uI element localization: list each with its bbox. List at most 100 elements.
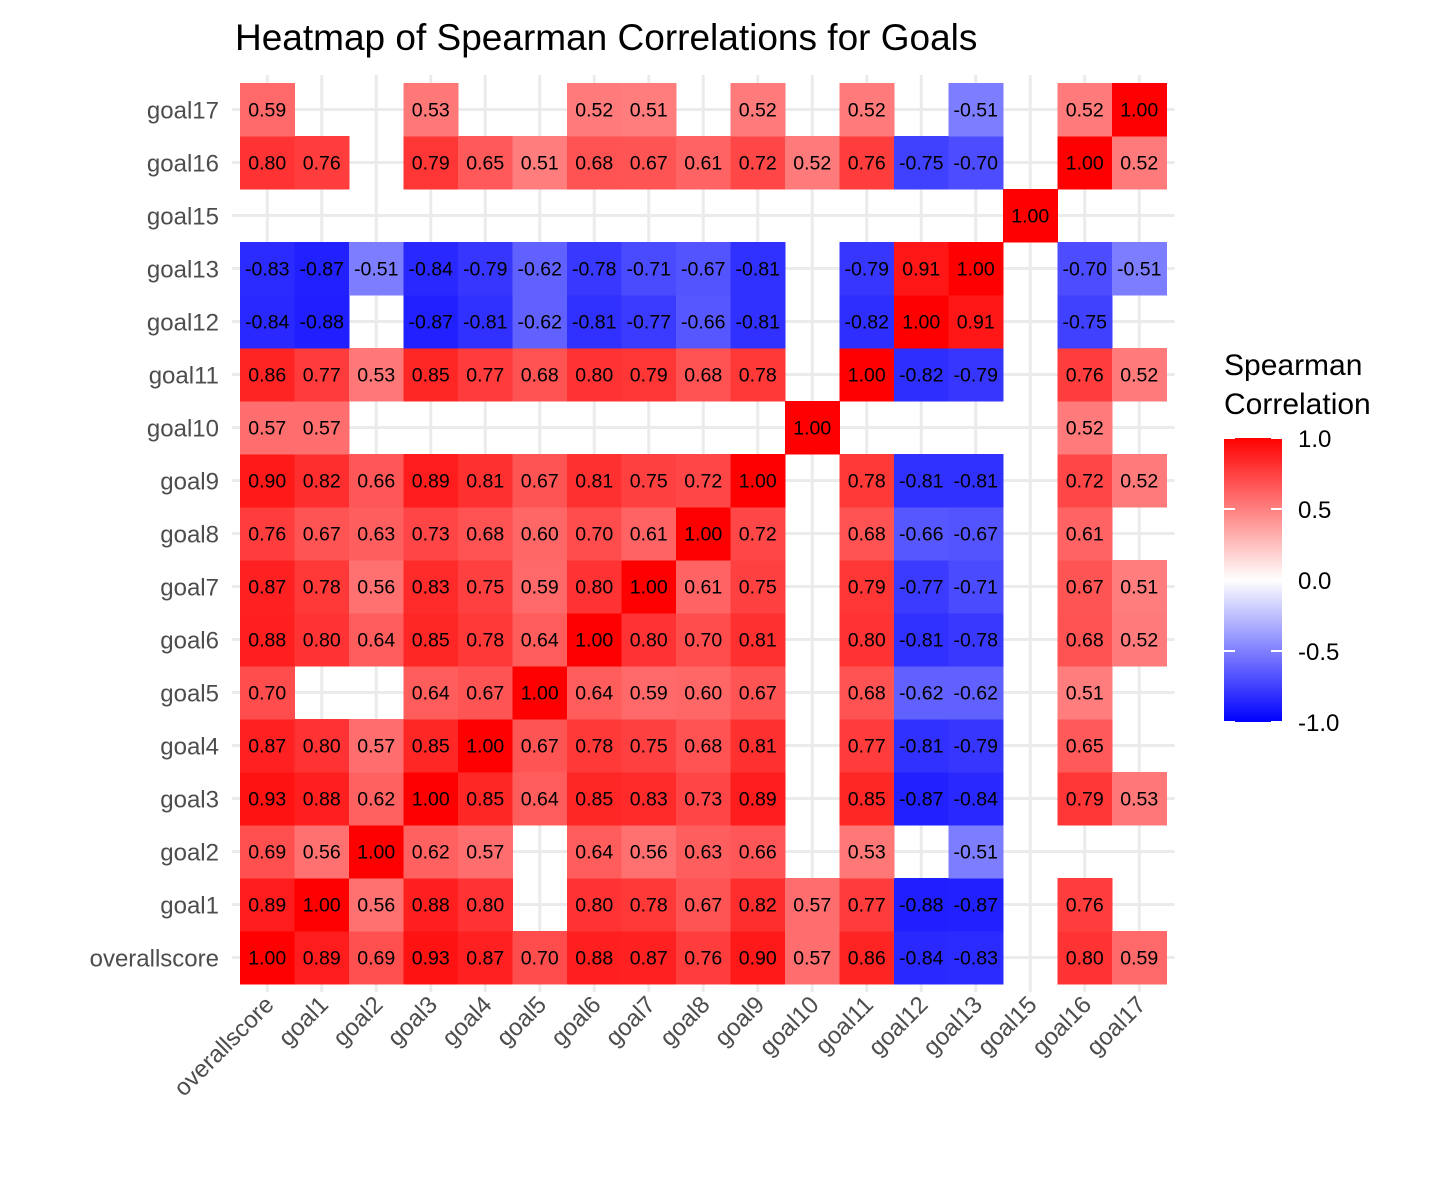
cell-label-goal13-goal13: 1.00 bbox=[957, 259, 995, 281]
cell-label-goal4-goal7: 0.75 bbox=[630, 736, 668, 758]
heatmap-cell-goal4-goal2 bbox=[349, 719, 404, 773]
cell-label-goal6-goal13: -0.78 bbox=[954, 630, 998, 652]
y-tick-label-goal15: goal15 bbox=[147, 204, 219, 231]
heatmap-cell-goal8-goal7 bbox=[621, 507, 677, 561]
heatmap-cell-goal17-goal16 bbox=[1057, 83, 1113, 137]
cell-label-goal3-goal7: 0.83 bbox=[630, 789, 668, 811]
cell-label-goal13-goal7: -0.71 bbox=[627, 259, 671, 281]
cell-label-goal1-goal7: 0.78 bbox=[630, 895, 668, 917]
cell-label-goal1-goal3: 0.88 bbox=[412, 895, 450, 917]
heatmap-cell-goal13-goal13 bbox=[948, 242, 1004, 296]
cell-label-goal2-overallscore: 0.69 bbox=[248, 842, 286, 864]
x-tick-label-goal17: goal17 bbox=[1081, 991, 1151, 1061]
cell-label-goal1-overallscore: 0.89 bbox=[248, 895, 286, 917]
heatmap-cell-goal11-goal16 bbox=[1057, 348, 1113, 402]
heatmap-cell-overallscore-goal11 bbox=[839, 931, 895, 985]
y-tick-label-goal13: goal13 bbox=[147, 257, 219, 284]
cell-label-goal16-goal6: 0.68 bbox=[575, 153, 613, 175]
heatmap-cell-goal5-goal5 bbox=[512, 666, 568, 720]
cell-label-overallscore-goal13: -0.83 bbox=[954, 948, 998, 970]
cell-label-goal1-goal13: -0.87 bbox=[954, 895, 998, 917]
heatmap-cell-goal8-goal12 bbox=[894, 507, 949, 561]
heatmap-cell-goal12-goal7 bbox=[621, 295, 677, 349]
heatmap-cell-goal7-goal5 bbox=[512, 560, 568, 614]
cell-label-goal13-goal5: -0.62 bbox=[518, 259, 562, 281]
heatmap-cell-goal10-goal10 bbox=[785, 401, 840, 455]
cell-label-goal2-goal9: 0.66 bbox=[739, 842, 777, 864]
heatmap-cell-goal8-goal13 bbox=[948, 507, 1004, 561]
cell-label-goal11-goal16: 0.76 bbox=[1066, 365, 1104, 387]
heatmap-cell-goal8-goal5 bbox=[512, 507, 568, 561]
heatmap-cell-goal7-goal11 bbox=[839, 560, 895, 614]
heatmap-cell-goal13-goal1 bbox=[294, 242, 350, 296]
heatmap-cell-goal9-goal6 bbox=[567, 454, 622, 508]
cell-label-goal4-goal4: 1.00 bbox=[466, 736, 504, 758]
cell-label-overallscore-goal4: 0.87 bbox=[466, 948, 504, 970]
cell-label-goal8-goal12: -0.66 bbox=[899, 524, 943, 546]
cell-label-goal5-goal13: -0.62 bbox=[954, 683, 998, 705]
heatmap-cell-goal17-goal7 bbox=[621, 83, 677, 137]
heatmap-cell-goal4-overallscore bbox=[240, 719, 295, 773]
cell-label-goal7-goal8: 0.61 bbox=[684, 577, 722, 599]
cell-label-goal7-goal12: -0.77 bbox=[899, 577, 943, 599]
heatmap-cell-goal7-goal12 bbox=[894, 560, 949, 614]
heatmap-cell-goal11-goal3 bbox=[403, 348, 459, 402]
heatmap-cell-goal9-goal16 bbox=[1057, 454, 1113, 508]
heatmap-cell-goal12-goal1 bbox=[294, 295, 350, 349]
x-tick-label-goal8: goal8 bbox=[655, 991, 716, 1052]
cell-label-goal9-goal9: 1.00 bbox=[739, 471, 777, 493]
heatmap-cell-goal13-overallscore bbox=[240, 242, 295, 296]
cell-label-goal4-goal5: 0.67 bbox=[521, 736, 559, 758]
heatmap-cell-goal16-goal11 bbox=[839, 136, 895, 190]
heatmap-cell-goal2-goal1 bbox=[294, 825, 350, 879]
heatmap-cell-goal6-goal11 bbox=[839, 613, 895, 667]
cell-label-goal5-goal3: 0.64 bbox=[412, 683, 450, 705]
cell-label-goal16-goal1: 0.76 bbox=[303, 153, 341, 175]
heatmap-cell-goal17-goal3 bbox=[403, 83, 459, 137]
heatmap-cell-goal3-goal16 bbox=[1057, 772, 1113, 826]
cell-label-goal17-goal7: 0.51 bbox=[630, 100, 668, 122]
cell-label-goal12-goal1: -0.88 bbox=[300, 312, 344, 334]
heatmap-cell-goal11-goal7 bbox=[621, 348, 677, 402]
heatmap-cell-goal17-goal11 bbox=[839, 83, 895, 137]
heatmap-cell-goal3-goal1 bbox=[294, 772, 350, 826]
cell-label-overallscore-goal6: 0.88 bbox=[575, 948, 613, 970]
cell-label-goal9-goal16: 0.72 bbox=[1066, 471, 1104, 493]
cell-label-goal6-goal2: 0.64 bbox=[357, 630, 395, 652]
cell-label-goal11-goal6: 0.80 bbox=[575, 365, 613, 387]
heatmap-cell-goal13-goal7 bbox=[621, 242, 677, 296]
cell-label-goal13-goal4: -0.79 bbox=[463, 259, 507, 281]
cell-label-goal12-goal7: -0.77 bbox=[627, 312, 671, 334]
cell-label-goal16-goal9: 0.72 bbox=[739, 153, 777, 175]
heatmap-cell-goal8-goal6 bbox=[567, 507, 622, 561]
cell-label-goal8-goal2: 0.63 bbox=[357, 524, 395, 546]
cell-label-goal11-goal9: 0.78 bbox=[739, 365, 777, 387]
y-tick-label-goal6: goal6 bbox=[160, 628, 219, 655]
heatmap-cell-goal17-goal6 bbox=[567, 83, 622, 137]
heatmap-cell-overallscore-goal1 bbox=[294, 931, 350, 985]
heatmap-cell-goal6-goal7 bbox=[621, 613, 677, 667]
cell-label-goal1-goal2: 0.56 bbox=[357, 895, 395, 917]
heatmap-cell-goal12-goal13 bbox=[948, 295, 1004, 349]
x-tick-label-goal12: goal12 bbox=[863, 991, 933, 1061]
cell-label-goal6-goal7: 0.80 bbox=[630, 630, 668, 652]
heatmap-cell-goal6-goal16 bbox=[1057, 613, 1113, 667]
cell-label-goal13-goal17: -0.51 bbox=[1117, 259, 1161, 281]
heatmap-cell-goal4-goal8 bbox=[676, 719, 731, 773]
cell-label-goal2-goal6: 0.64 bbox=[575, 842, 613, 864]
heatmap-cell-goal5-goal12 bbox=[894, 666, 949, 720]
x-tick-label-goal5: goal5 bbox=[491, 991, 552, 1052]
cell-label-goal2-goal3: 0.62 bbox=[412, 842, 450, 864]
legend-tick-label-0: 1.0 bbox=[1298, 426, 1331, 453]
heatmap-cell-goal8-goal16 bbox=[1057, 507, 1113, 561]
cell-label-goal2-goal4: 0.57 bbox=[466, 842, 504, 864]
cell-label-goal7-overallscore: 0.87 bbox=[248, 577, 286, 599]
cell-label-goal5-goal5: 1.00 bbox=[521, 683, 559, 705]
cell-label-goal11-goal1: 0.77 bbox=[303, 365, 341, 387]
heatmap-cell-goal11-goal17 bbox=[1112, 348, 1167, 402]
cell-label-goal17-goal13: -0.51 bbox=[954, 100, 998, 122]
cell-label-goal17-goal17: 1.00 bbox=[1120, 100, 1158, 122]
heatmap-cell-goal13-goal11 bbox=[839, 242, 895, 296]
cell-label-goal3-goal12: -0.87 bbox=[899, 789, 943, 811]
heatmap-cell-goal6-goal2 bbox=[349, 613, 404, 667]
